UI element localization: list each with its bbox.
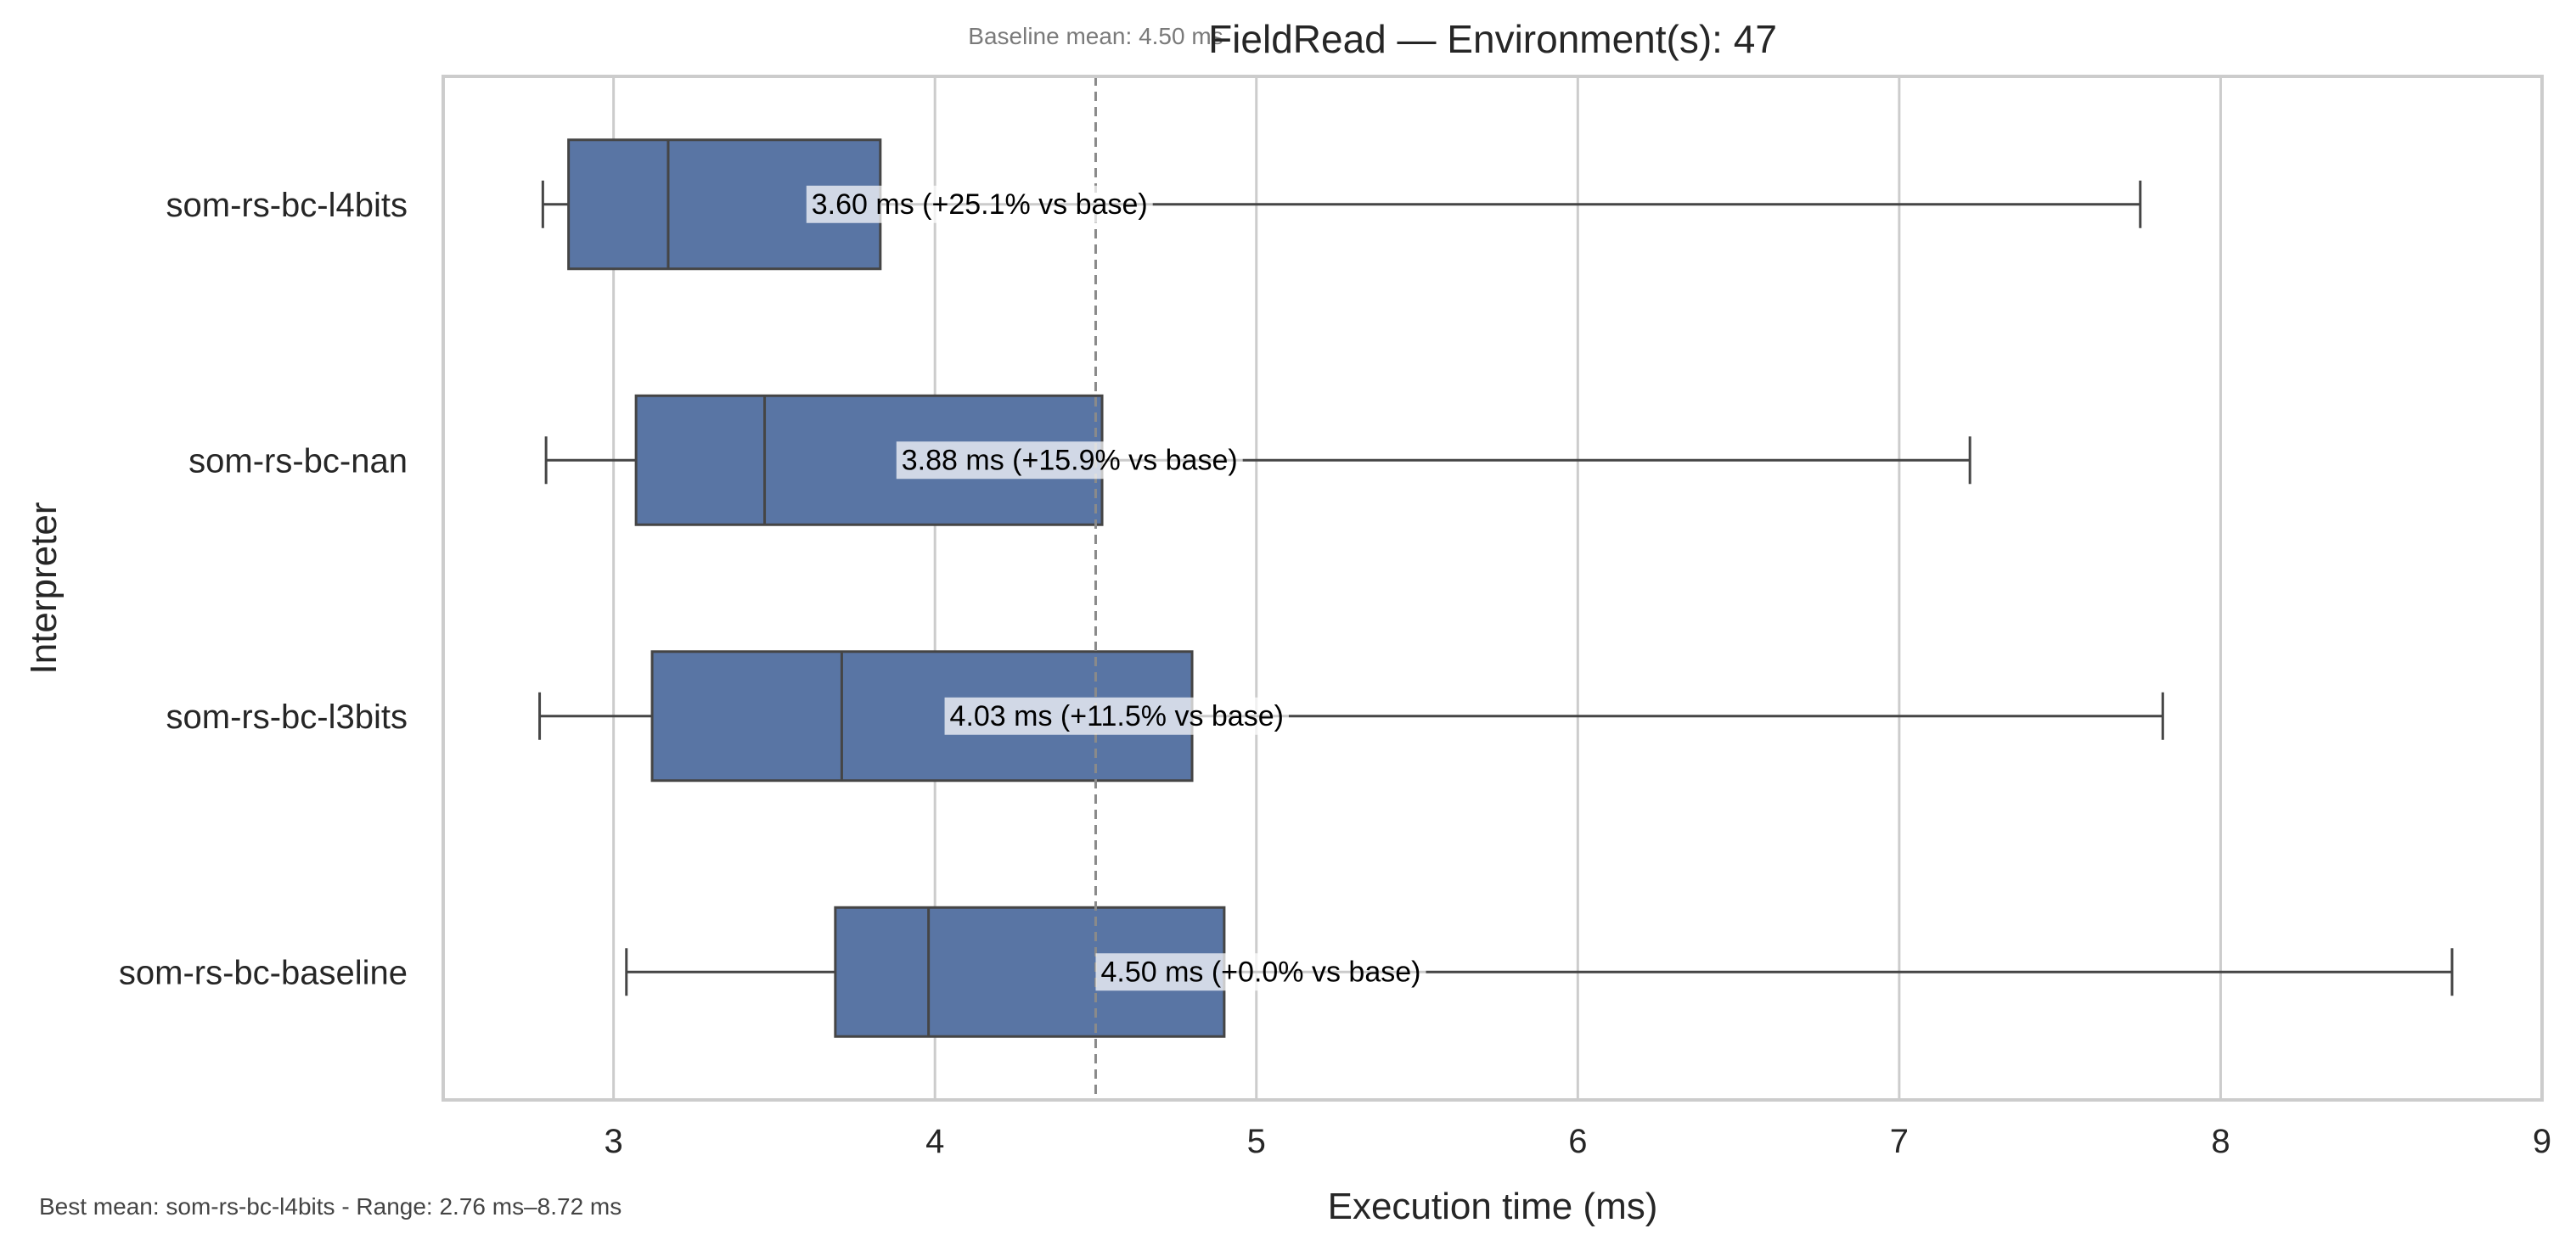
x-tick-labels: 3 4 5 6 7 8 9: [605, 1123, 2552, 1160]
annotation-label: 4.50 ms (+0.0% vs base): [1100, 956, 1420, 988]
x-tick-label-5: 5: [1247, 1123, 1266, 1160]
annotation-label: 3.88 ms (+15.9% vs base): [902, 444, 1238, 476]
y-category-labels: som-rs-bc-l4bits som-rs-bc-nan som-rs-bc-l…: [119, 187, 408, 992]
annotation-som-rs-bc-l4bits: 3.60 ms (+25.1% vs base): [806, 185, 1153, 223]
y-category-label-som-rs-bc-nan: som-rs-bc-nan: [188, 442, 408, 480]
x-tick-label-9: 9: [2533, 1123, 2551, 1160]
chart-title: FieldRead — Environment(s): 47: [1208, 17, 1777, 61]
box-series: [538, 138, 2454, 1038]
y-axis-label: Interpreter: [23, 502, 65, 675]
x-tick-label-6: 6: [1568, 1123, 1587, 1160]
x-tick-label-7: 7: [1890, 1123, 1909, 1160]
plot-frame: [442, 75, 2544, 1102]
annotation-label: 3.60 ms (+25.1% vs base): [812, 188, 1148, 221]
box-som-rs-bc-l4bits: [541, 138, 2142, 271]
y-category-label-som-rs-bc-baseline: som-rs-bc-baseline: [119, 954, 408, 991]
box-som-rs-bc-nan: [544, 394, 1971, 526]
box-som-rs-bc-l3bits: [538, 650, 2164, 783]
y-category-label-som-rs-bc-l3bits: som-rs-bc-l3bits: [166, 698, 408, 736]
annotation-som-rs-bc-baseline: 4.50 ms (+0.0% vs base): [1095, 953, 1426, 991]
mean-annotations: 3.60 ms (+25.1% vs base) 3.88 ms (+15.9% …: [806, 185, 1426, 991]
summary-footer: Best mean: som-rs-bc-l4bits - Range: 2.7…: [39, 1193, 622, 1220]
x-tick-label-4: 4: [925, 1123, 944, 1160]
baseline-label: Baseline mean: 4.50 ms: [968, 23, 1223, 49]
x-axis-label: Execution time (ms): [1328, 1186, 1658, 1227]
y-category-label-som-rs-bc-l4bits: som-rs-bc-l4bits: [166, 187, 408, 224]
annotation-background: [806, 185, 1153, 223]
annotation-background: [896, 441, 1243, 480]
annotation-som-rs-bc-l3bits: 4.03 ms (+11.5% vs base): [944, 697, 1289, 735]
x-tick-label-3: 3: [605, 1123, 623, 1160]
annotation-label: 4.03 ms (+11.5% vs base): [950, 700, 1284, 732]
annotation-background: [944, 697, 1289, 735]
box-som-rs-bc-baseline: [625, 906, 2454, 1038]
x-tick-label-8: 8: [2211, 1123, 2230, 1160]
annotation-background: [1095, 953, 1426, 991]
annotation-som-rs-bc-nan: 3.88 ms (+15.9% vs base): [896, 441, 1243, 480]
